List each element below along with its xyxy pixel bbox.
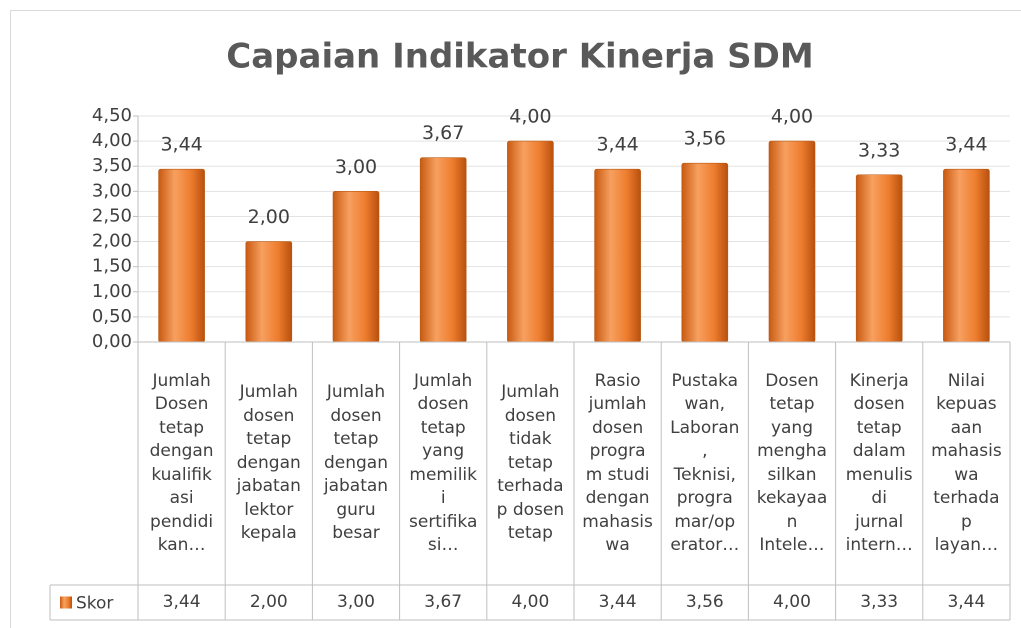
bar: [332, 191, 380, 343]
x-tick-label: Jumlah dosen tidak tetap terhada p dosen…: [496, 382, 565, 544]
y-tick-label: 0,00: [92, 331, 132, 352]
y-tick-label: 0,50: [92, 306, 132, 327]
value-label: 3,33: [858, 139, 900, 161]
value-label: 3,44: [160, 134, 202, 156]
value-label: 3,44: [596, 134, 638, 156]
y-tick-label: 1,50: [92, 256, 132, 277]
y-tick-label: 2,50: [92, 205, 132, 226]
x-tick-label: Jumlah dosen tetap yang memilik i sertif…: [409, 370, 478, 556]
y-tick-label: 2,00: [92, 231, 132, 252]
table-value: 3,67: [424, 591, 463, 612]
table-value: 3,44: [598, 591, 637, 612]
value-label: 3,67: [422, 122, 464, 144]
bar: [245, 241, 293, 343]
y-tick-label: 3,50: [92, 155, 132, 176]
x-tick-label: Jumlah dosen tetap dengan jabatan guru b…: [323, 382, 389, 544]
table-value: 4,00: [773, 591, 811, 612]
value-label: 4,00: [771, 106, 813, 128]
y-tick-label: 1,00: [92, 281, 132, 302]
y-tick-label: 4,00: [92, 130, 132, 151]
legend-swatch: [60, 596, 72, 609]
table-value: 3,56: [685, 591, 724, 612]
bar: [594, 168, 641, 343]
value-label: 3,00: [335, 156, 377, 178]
x-tick-label: Jumlah Dosen tetap dengan kualifik asi p…: [149, 370, 214, 556]
chart-title: Capaian Indikator Kinerja SDM: [226, 37, 813, 77]
value-label: 3,44: [945, 134, 987, 156]
bar: [855, 174, 903, 343]
bar: [943, 168, 990, 343]
x-tick-label: Dosen tetap yang mengha silkan kekayaa n…: [756, 370, 828, 556]
x-tick-label: Nilai kepuas aan mahasis wa terhada p la…: [931, 370, 1002, 556]
x-tick-label: Pustaka wan, Laboran , Teknisi, progra m…: [670, 370, 740, 556]
y-tick-label: 3,00: [92, 180, 132, 201]
table-value: 3,33: [860, 591, 899, 612]
table-value: 4,00: [511, 591, 550, 612]
bar: [158, 168, 205, 343]
value-label: 3,56: [684, 128, 726, 150]
value-label: 2,00: [248, 206, 290, 228]
table-value: 3,00: [337, 591, 375, 612]
x-tick-label: Rasio jumlah dosen progra m studi dengan…: [582, 370, 653, 556]
bar: [419, 157, 467, 343]
x-tick-label: Jumlah dosen tetap dengan jabatan lektor…: [236, 382, 301, 544]
table-value: 3,44: [947, 591, 986, 612]
table-value: 3,44: [162, 591, 201, 612]
value-label: 4,00: [509, 106, 551, 128]
x-tick-label: Kinerja dosen tetap dalam menulis di jur…: [845, 370, 913, 556]
chart-border: [10, 10, 1021, 628]
y-tick-label: 4,50: [92, 105, 132, 126]
bar: [768, 140, 816, 343]
legend-label: Skor: [76, 594, 113, 614]
bar: [507, 140, 554, 343]
table-value: 2,00: [249, 591, 288, 612]
bar: [681, 162, 729, 343]
